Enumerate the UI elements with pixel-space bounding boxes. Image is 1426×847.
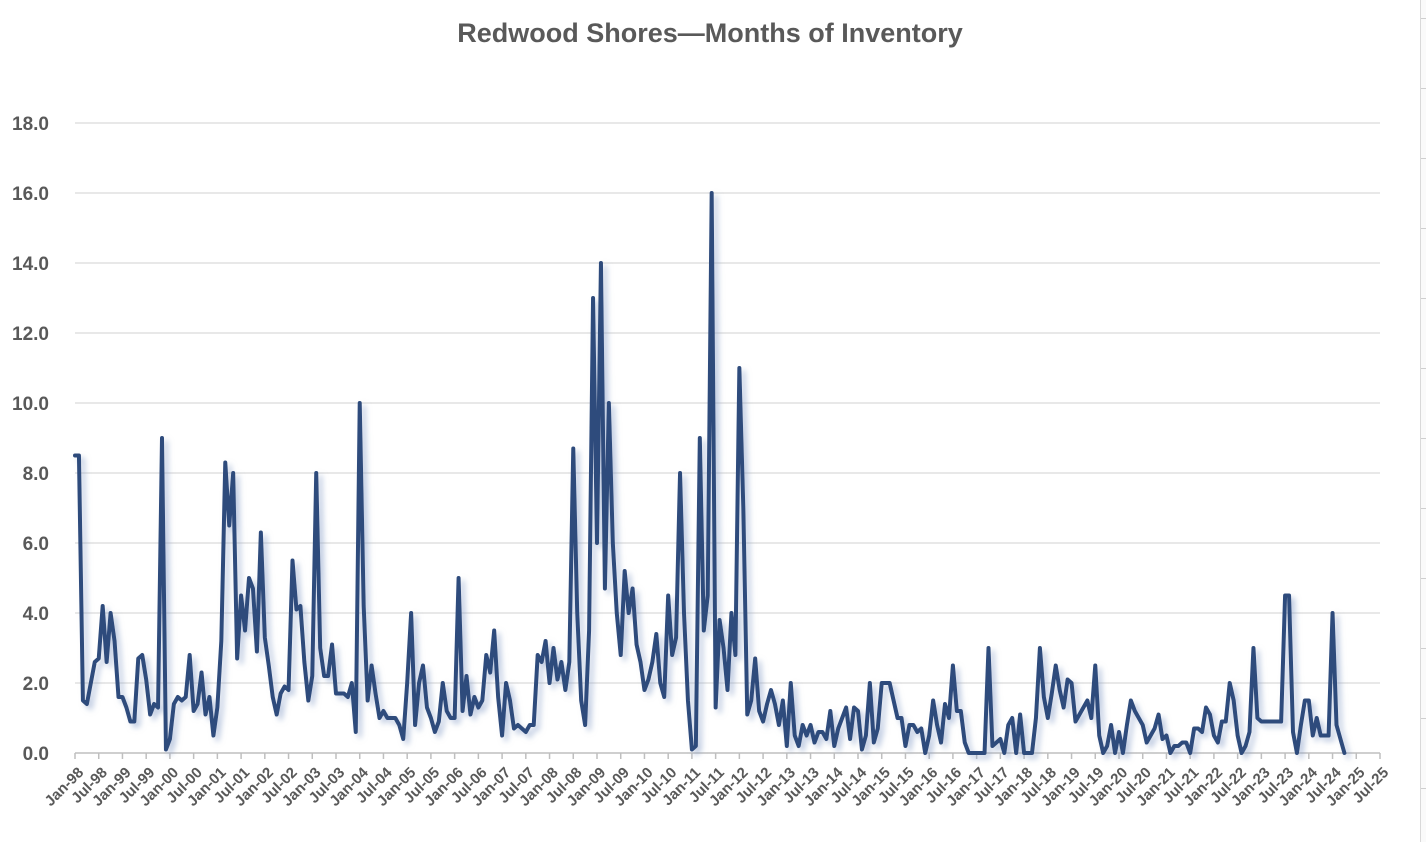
edge-tick (1421, 298, 1426, 299)
y-axis-ticks: 0.0 2.0 4.0 6.0 8.0 10.0 12.0 14.0 16.0 18.0 (12, 114, 49, 765)
edge-tick (1421, 88, 1426, 89)
y-tick-label: 4.0 (23, 604, 49, 625)
series-line (73, 191, 1347, 755)
edge-tick (1421, 228, 1426, 229)
y-tick-label: 0.0 (23, 744, 49, 765)
chart-title: Redwood Shores—Months of Inventory (457, 18, 963, 48)
y-tick-label: 16.0 (12, 184, 49, 205)
x-axis-ticks: Jan-98Jul-98Jan-99Jul-99Jan-00Jul-00Jan-… (42, 753, 1392, 810)
edge-tick (1421, 18, 1426, 19)
edge-tick (1421, 718, 1426, 719)
edge-tick (1421, 508, 1426, 509)
y-tick-label: 14.0 (12, 254, 49, 275)
y-tick-label: 8.0 (23, 464, 49, 485)
edge-tick (1421, 788, 1426, 789)
y-tick-label: 18.0 (12, 114, 49, 135)
edge-tick (1421, 578, 1426, 579)
y-tick-label: 12.0 (12, 324, 49, 345)
edge-tick (1421, 368, 1426, 369)
y-tick-label: 2.0 (23, 674, 49, 695)
edge-tick (1421, 158, 1426, 159)
edge-tick (1421, 438, 1426, 439)
edge-tick (1421, 648, 1426, 649)
y-tick-label: 6.0 (23, 534, 49, 555)
y-tick-label: 10.0 (12, 394, 49, 415)
series-layer (73, 191, 1347, 755)
window-edge (1420, 0, 1426, 842)
